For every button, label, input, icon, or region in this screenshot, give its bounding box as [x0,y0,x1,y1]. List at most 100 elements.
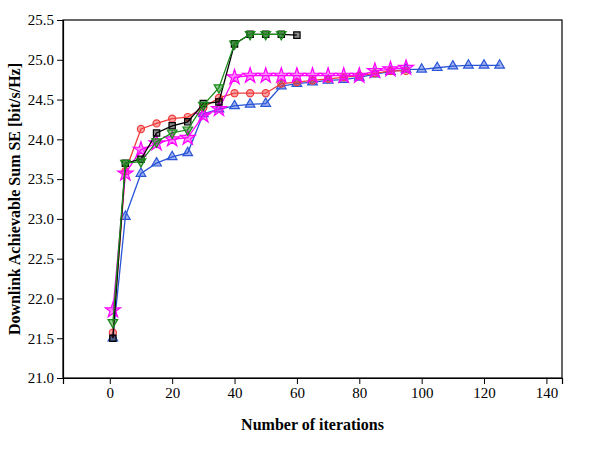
y-axis-title: Downlink Achievable Sum SE [bit/s/Hz] [6,63,23,335]
x-tick-mark [484,378,485,384]
series-marker [230,41,240,49]
x-tick: 20 [165,378,180,401]
series-marker [352,68,367,82]
x-tick: 80 [352,378,367,401]
series-marker [383,61,398,75]
y-tick-mark [57,259,63,260]
x-tick: 0 [107,378,115,401]
x-tick-mark [359,378,360,384]
y-tick-mark [57,378,63,379]
x-tick: 120 [473,378,496,401]
y-tick-label: 21.0 [28,370,54,386]
series-marker [367,63,382,77]
series-marker [305,68,320,82]
series-marker [479,60,489,68]
series-marker [277,32,287,40]
x-tick-mark [235,378,236,384]
series-marker [227,69,242,83]
series-marker [121,160,131,168]
series-marker [136,168,146,176]
y-tick: 23.0 [28,211,63,227]
y-tick-mark [57,219,63,220]
y-tick-mark [57,179,63,180]
x-tick-label: 120 [473,385,496,401]
x-tick-mark [110,378,111,384]
series-marker [464,60,474,68]
series-marker [152,158,162,166]
series-marker [247,90,254,97]
y-tick: 22.0 [28,291,63,307]
x-tick-label: 40 [228,385,243,401]
x-tick: 60 [290,378,305,401]
x-tick-label: 60 [290,385,305,401]
series-line [113,65,500,338]
series-marker [167,130,177,138]
series-marker [432,62,442,70]
series-marker [274,68,289,82]
series-line [113,34,281,322]
series-marker [294,32,300,38]
x-tick-label: 100 [411,385,434,401]
x-axis-line [64,379,563,385]
series-marker [243,68,258,82]
series-marker [289,68,304,82]
series-marker [169,115,176,122]
series-marker [321,68,336,82]
series-marker [137,125,144,132]
x-tick-mark [297,378,298,384]
series-marker [448,61,458,69]
y-tick-mark [57,20,63,21]
y-tick-label: 22.5 [28,251,54,267]
x-tick-label: 80 [352,385,367,401]
plot-frame [63,20,562,378]
x-axis-title: Number of iterations [241,416,384,433]
series-line [113,68,406,311]
y-tick-mark [57,298,63,299]
y-tick-label: 25.5 [28,12,54,28]
x-tick: 40 [228,378,243,401]
y-tick-label: 21.5 [28,331,54,347]
y-tick: 25.5 [28,12,63,28]
series-marker [245,32,255,40]
x-tick-mark [172,378,173,384]
y-tick-label: 23.5 [28,171,54,187]
series-marker [216,99,222,105]
series-marker [261,32,271,40]
y-tick-mark [57,60,63,61]
y-tick-label: 25.0 [28,52,54,68]
y-tick-mark [57,100,63,101]
y-axis: 21.0 21.5 22.0 22.5 23.0 23.5 24.0 24.5 25.0 25.5 [28,12,64,386]
y-tick: 24.5 [28,92,63,108]
y-tick: 21.0 [28,370,63,386]
series-marker [110,335,116,341]
series-marker [167,151,177,159]
x-tick-mark [546,378,547,384]
x-axis: 0 20 40 60 80 100 120 140 [64,378,563,401]
x-tick: 140 [536,378,559,401]
y-tick: 21.5 [28,331,63,347]
y-axis-line [57,21,64,379]
series-marker [262,90,269,97]
series-marker [153,120,160,127]
x-tick-label: 20 [165,385,180,401]
series-group [105,31,504,341]
series-marker [258,68,273,82]
series-marker [152,139,162,147]
y-tick-label: 23.0 [28,211,54,227]
series-marker [185,119,191,125]
y-tick: 22.5 [28,251,63,267]
x-tick: 100 [411,378,434,401]
y-tick: 24.0 [28,132,63,148]
x-tick-label: 140 [536,385,559,401]
y-tick-label: 24.5 [28,92,54,108]
series-marker [183,147,193,155]
series-marker [199,102,209,110]
y-tick-mark [57,338,63,339]
y-tick-label: 22.0 [28,291,54,307]
series-marker [214,85,224,93]
plot: 0 20 40 60 80 100 120 140 21.0 21.5 22.0 22.5 23.0 23… [28,12,563,400]
series-marker [245,99,255,107]
series-line [113,34,297,338]
series-marker [261,98,271,106]
y-tick: 25.0 [28,52,63,68]
